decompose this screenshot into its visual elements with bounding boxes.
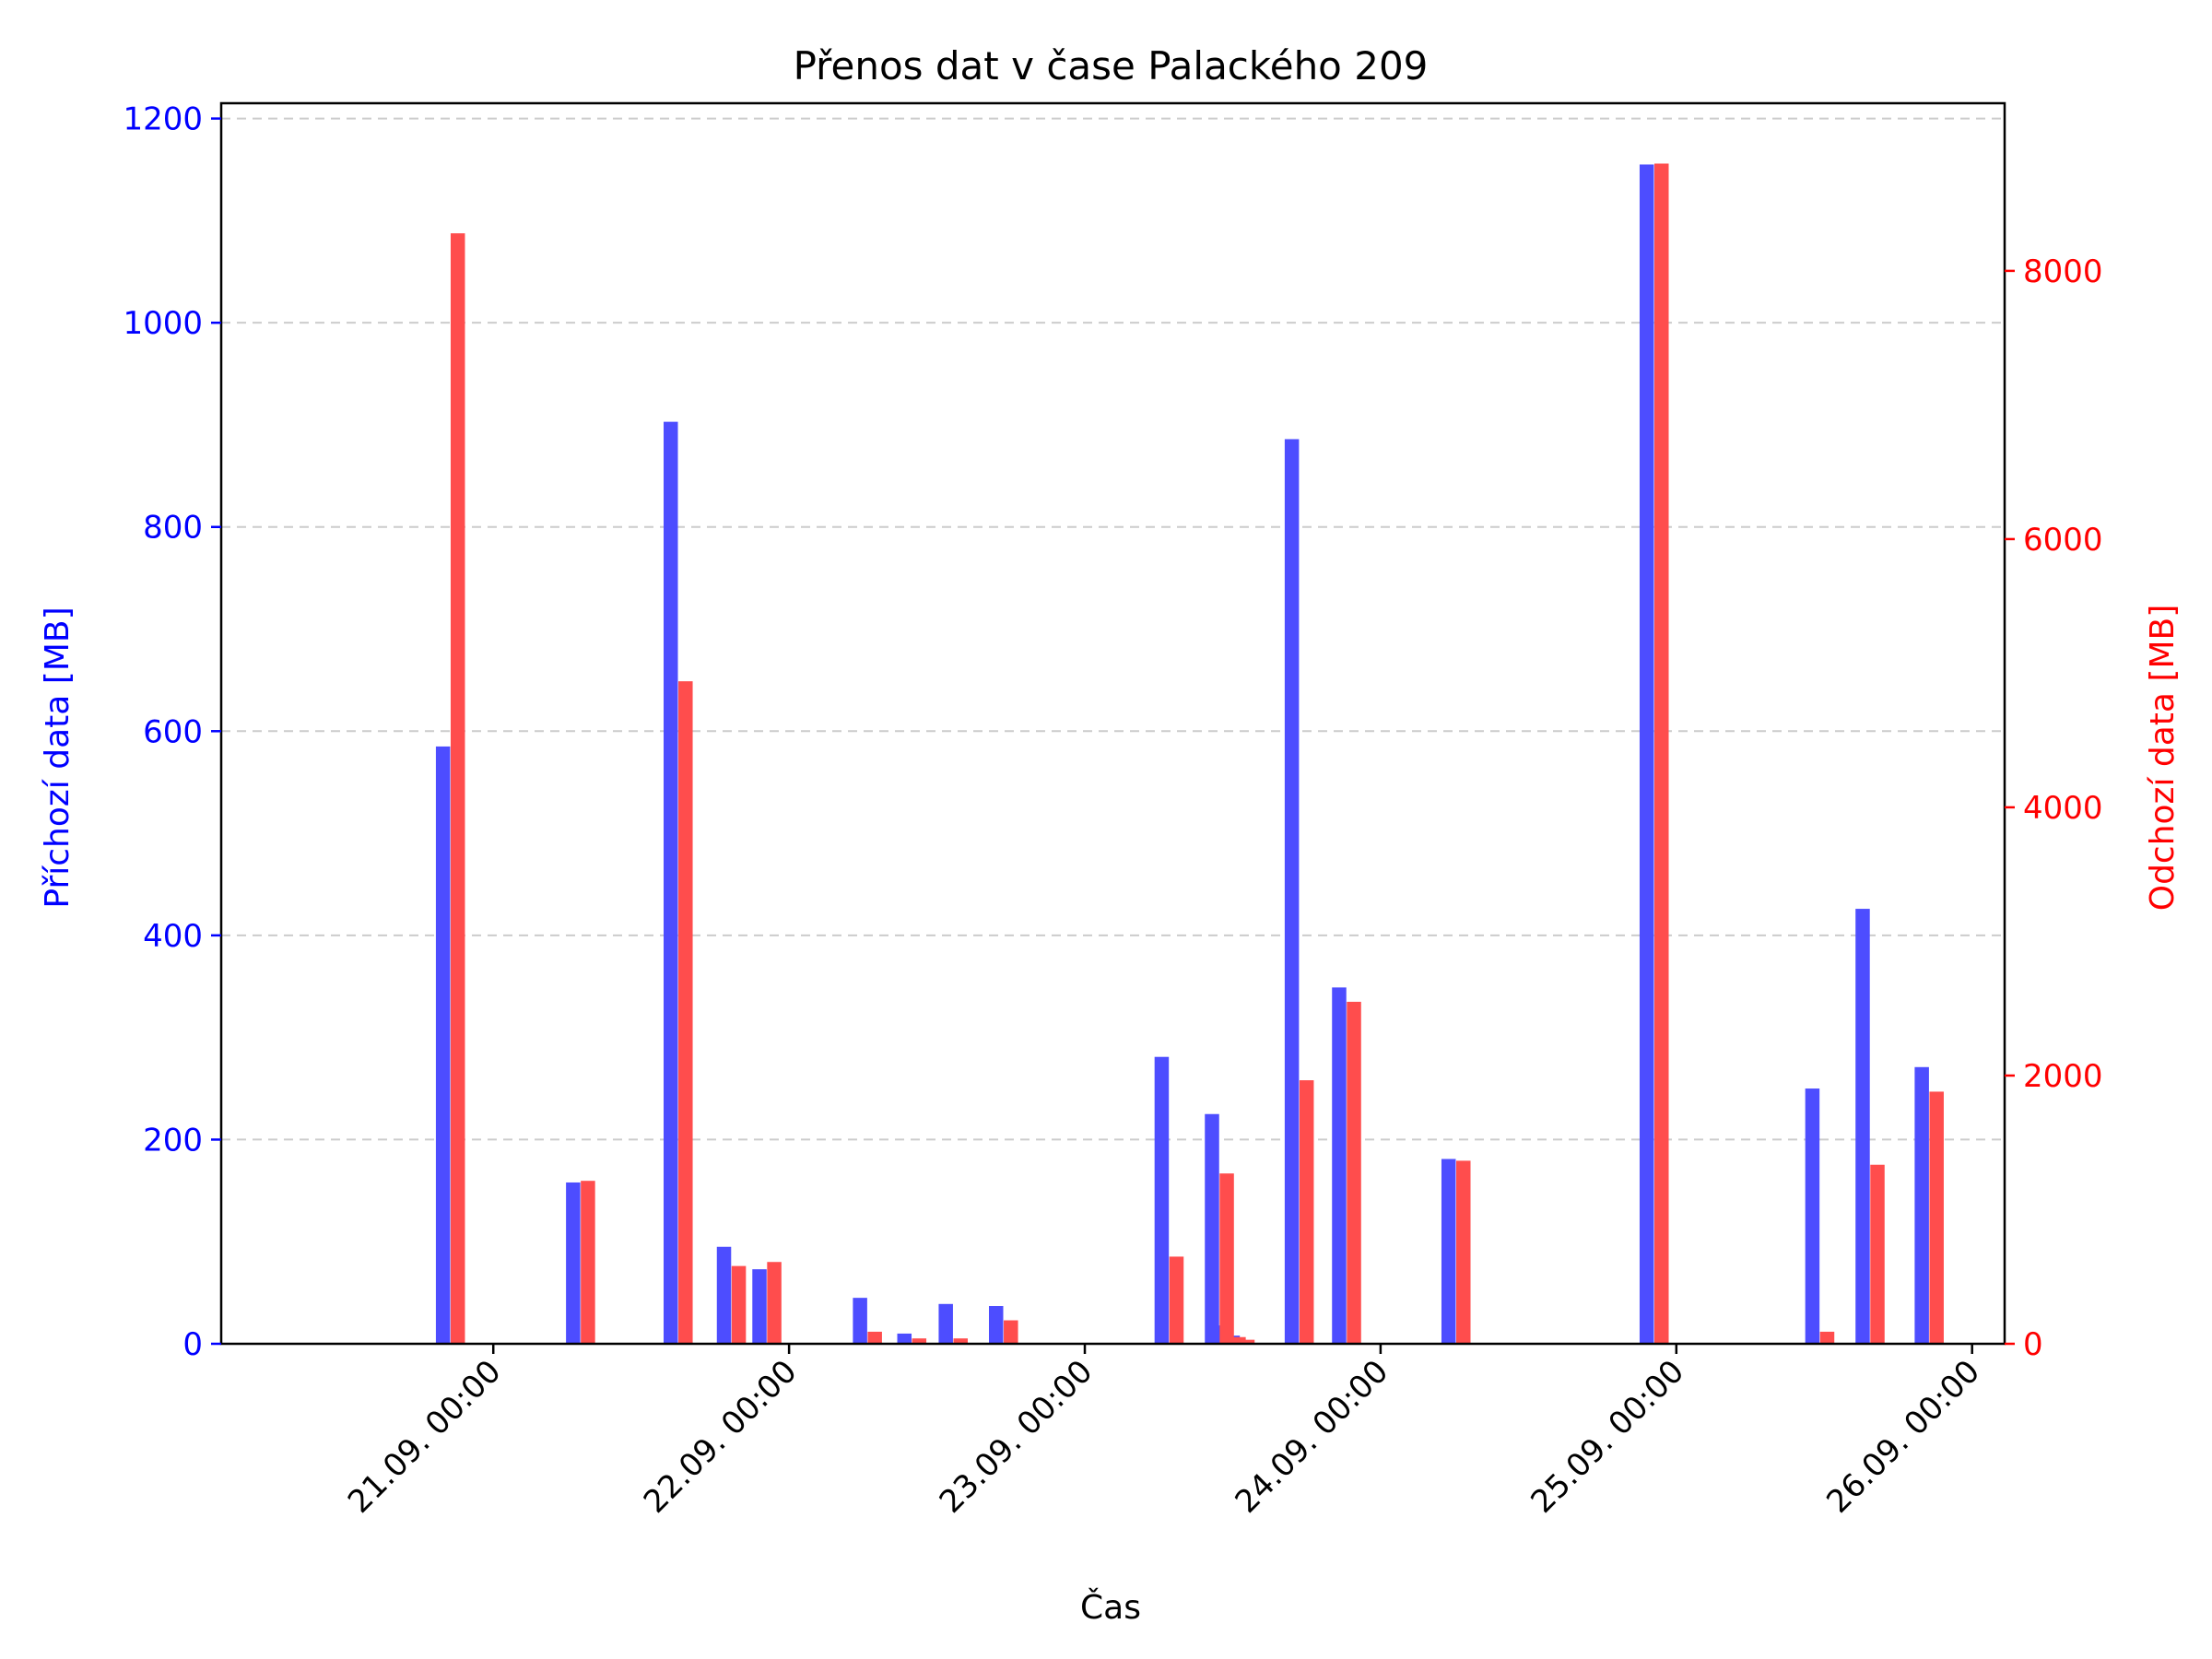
incoming-bar-9 bbox=[1154, 1056, 1170, 1344]
x-tick-label-4: 25.09. 00:00 bbox=[1524, 1353, 1691, 1521]
outgoing-bar-2 bbox=[678, 681, 693, 1344]
incoming-bar-18 bbox=[1855, 909, 1870, 1344]
outgoing-bar-11 bbox=[1231, 1336, 1246, 1344]
incoming-bar-10 bbox=[1205, 1113, 1219, 1344]
outgoing-bar-1 bbox=[581, 1181, 595, 1344]
y-left-tick-label-800: 800 bbox=[143, 510, 203, 547]
outgoing-bar-16 bbox=[1654, 163, 1669, 1344]
incoming-bar-2 bbox=[664, 421, 678, 1344]
y-left-tick-label-1000: 1000 bbox=[123, 305, 203, 342]
incoming-bar-3 bbox=[716, 1246, 732, 1344]
incoming-bar-15 bbox=[1441, 1159, 1456, 1344]
incoming-bar-5 bbox=[853, 1298, 867, 1344]
incoming-bar-8 bbox=[988, 1306, 1004, 1344]
x-axis-label: Čas bbox=[1080, 1588, 1141, 1627]
outgoing-bar-19 bbox=[1929, 1091, 1944, 1344]
incoming-bar-17 bbox=[1805, 1088, 1820, 1344]
y-left-tick-label-1200: 1200 bbox=[123, 101, 203, 138]
y-right-tick-label-8000: 8000 bbox=[2023, 253, 2103, 290]
y-axis-label-left: Příchozí data [MB] bbox=[39, 606, 76, 908]
x-tick-label-3: 24.09. 00:00 bbox=[1229, 1353, 1396, 1521]
y-left-tick-label-600: 600 bbox=[143, 713, 203, 750]
outgoing-bar-8 bbox=[1004, 1320, 1018, 1344]
incoming-bar-13 bbox=[1284, 439, 1300, 1345]
outgoing-bar-6 bbox=[912, 1338, 927, 1344]
outgoing-bar-4 bbox=[767, 1262, 782, 1344]
plot-frame bbox=[219, 101, 2006, 1346]
y-right-tick-label-4000: 4000 bbox=[2023, 790, 2103, 827]
outgoing-bar-9 bbox=[1169, 1256, 1184, 1344]
bars-layer bbox=[435, 163, 1944, 1345]
incoming-bar-4 bbox=[752, 1269, 767, 1344]
incoming-bar-16 bbox=[1639, 164, 1654, 1345]
chart-title: Přenos dat v čase Palackého 209 bbox=[794, 43, 1429, 88]
outgoing-bar-18 bbox=[1870, 1164, 1885, 1344]
outgoing-bar-12 bbox=[1240, 1339, 1255, 1344]
y-right-tick-label-6000: 6000 bbox=[2023, 522, 2103, 559]
y-left-tick-label-200: 200 bbox=[143, 1122, 203, 1159]
outgoing-bar-15 bbox=[1456, 1160, 1471, 1344]
incoming-bar-7 bbox=[938, 1303, 953, 1344]
outgoing-bar-5 bbox=[867, 1331, 882, 1344]
x-tick-label-5: 26.09. 00:00 bbox=[1819, 1353, 1987, 1521]
incoming-bar-1 bbox=[566, 1182, 581, 1344]
incoming-bar-6 bbox=[897, 1333, 912, 1344]
y-right-tick-label-2000: 2000 bbox=[2023, 1058, 2103, 1095]
y-left-tick-label-400: 400 bbox=[143, 918, 203, 955]
x-tick-label-0: 21.09. 00:00 bbox=[341, 1353, 509, 1521]
outgoing-bar-10 bbox=[1219, 1173, 1234, 1344]
outgoing-bar-14 bbox=[1347, 1001, 1361, 1344]
x-tick-label-2: 23.09. 00:00 bbox=[933, 1353, 1100, 1521]
outgoing-bar-13 bbox=[1299, 1080, 1314, 1344]
incoming-bar-14 bbox=[1332, 987, 1347, 1344]
incoming-bar-19 bbox=[1914, 1066, 1929, 1344]
y-left-tick-label-0: 0 bbox=[182, 1326, 203, 1363]
outgoing-bar-17 bbox=[1819, 1331, 1835, 1344]
grid-layer bbox=[221, 117, 2005, 1141]
outgoing-bar-7 bbox=[953, 1338, 968, 1344]
x-tick-label-1: 22.09. 00:00 bbox=[637, 1353, 805, 1521]
outgoing-bar-3 bbox=[731, 1265, 747, 1344]
incoming-bar-0 bbox=[435, 746, 451, 1344]
y-right-tick-label-0: 0 bbox=[2023, 1326, 2043, 1363]
outgoing-bar-0 bbox=[450, 233, 465, 1345]
y-axis-label-right: Odchozí data [MB] bbox=[2144, 605, 2182, 912]
